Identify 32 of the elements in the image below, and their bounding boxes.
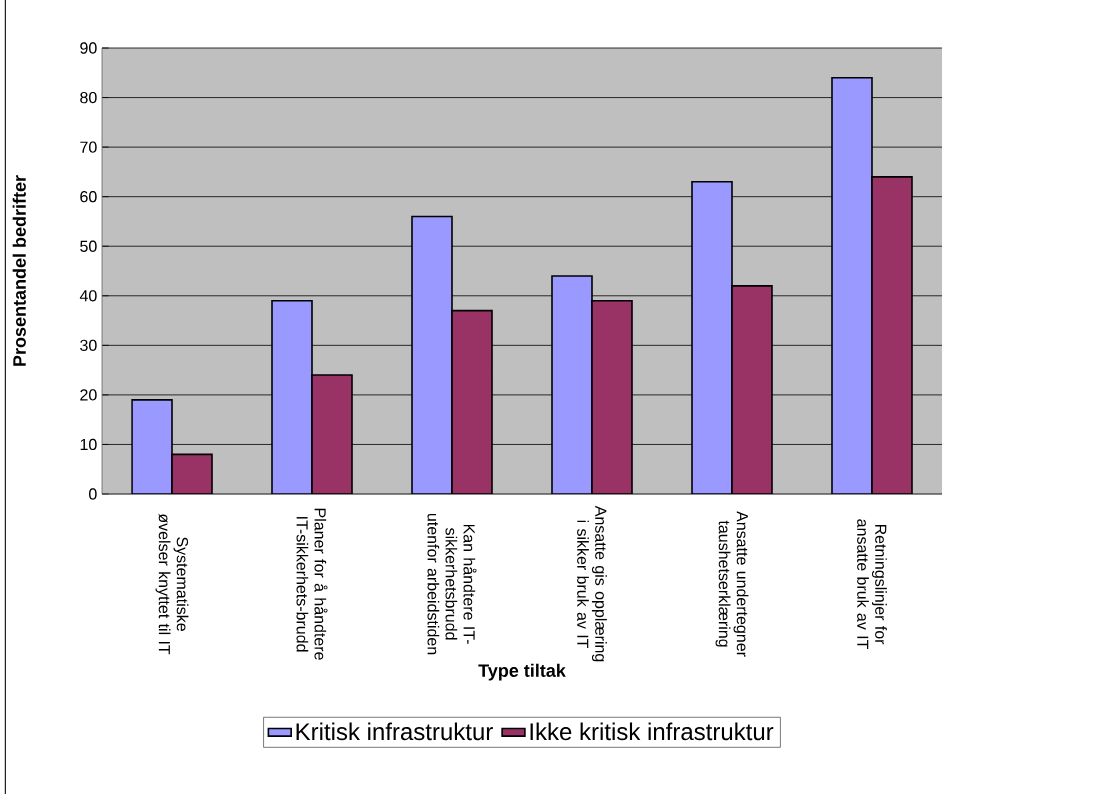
bar bbox=[551, 275, 593, 494]
x-tick-label: Planer for å håndtere IT-sikkerhets-brudd bbox=[296, 508, 328, 660]
x-tick-label: Ansatte gis opplæring i sikker bruk av IT bbox=[577, 505, 607, 662]
y-axis-title: Prosentandel bedrifter bbox=[12, 175, 26, 366]
legend-label: Ikke kritisk infrastruktur bbox=[530, 722, 774, 741]
bar bbox=[411, 215, 453, 494]
y-tick-label: 20 bbox=[80, 389, 97, 401]
bar bbox=[591, 299, 633, 494]
bar bbox=[831, 76, 873, 494]
bar bbox=[171, 453, 213, 494]
x-tick-label: Ansatte undertegner taushetserklæring bbox=[715, 511, 749, 657]
y-tick-label: 0 bbox=[89, 488, 97, 500]
bar bbox=[311, 374, 353, 494]
y-tick-label: 70 bbox=[80, 141, 97, 153]
bar bbox=[271, 299, 313, 494]
legend-label: Kritisk infrastruktur bbox=[296, 722, 493, 741]
bar bbox=[871, 176, 913, 494]
x-tick-label: Retningslinjer for ansatte bruk av IT bbox=[857, 519, 887, 650]
y-tick-label: 10 bbox=[80, 438, 97, 451]
bar bbox=[131, 399, 173, 494]
x-axis-title: Type tiltak bbox=[478, 663, 566, 681]
y-tick-label: 90 bbox=[80, 42, 97, 54]
y-tick-label: 50 bbox=[80, 240, 97, 252]
x-tick-label: Kan håndtere IT-sikkerhetsbrudd utenfor arbeidstiden bbox=[427, 513, 477, 655]
x-tick-label: Systematiske øvelser knyttet til IT bbox=[155, 513, 189, 655]
y-tick-label: 30 bbox=[80, 339, 97, 351]
bar bbox=[691, 181, 733, 494]
bar bbox=[451, 309, 493, 494]
bar bbox=[731, 285, 773, 494]
y-tick-label: 60 bbox=[80, 191, 97, 203]
y-tick-label: 40 bbox=[79, 290, 97, 302]
y-tick-label: 80 bbox=[80, 91, 97, 104]
